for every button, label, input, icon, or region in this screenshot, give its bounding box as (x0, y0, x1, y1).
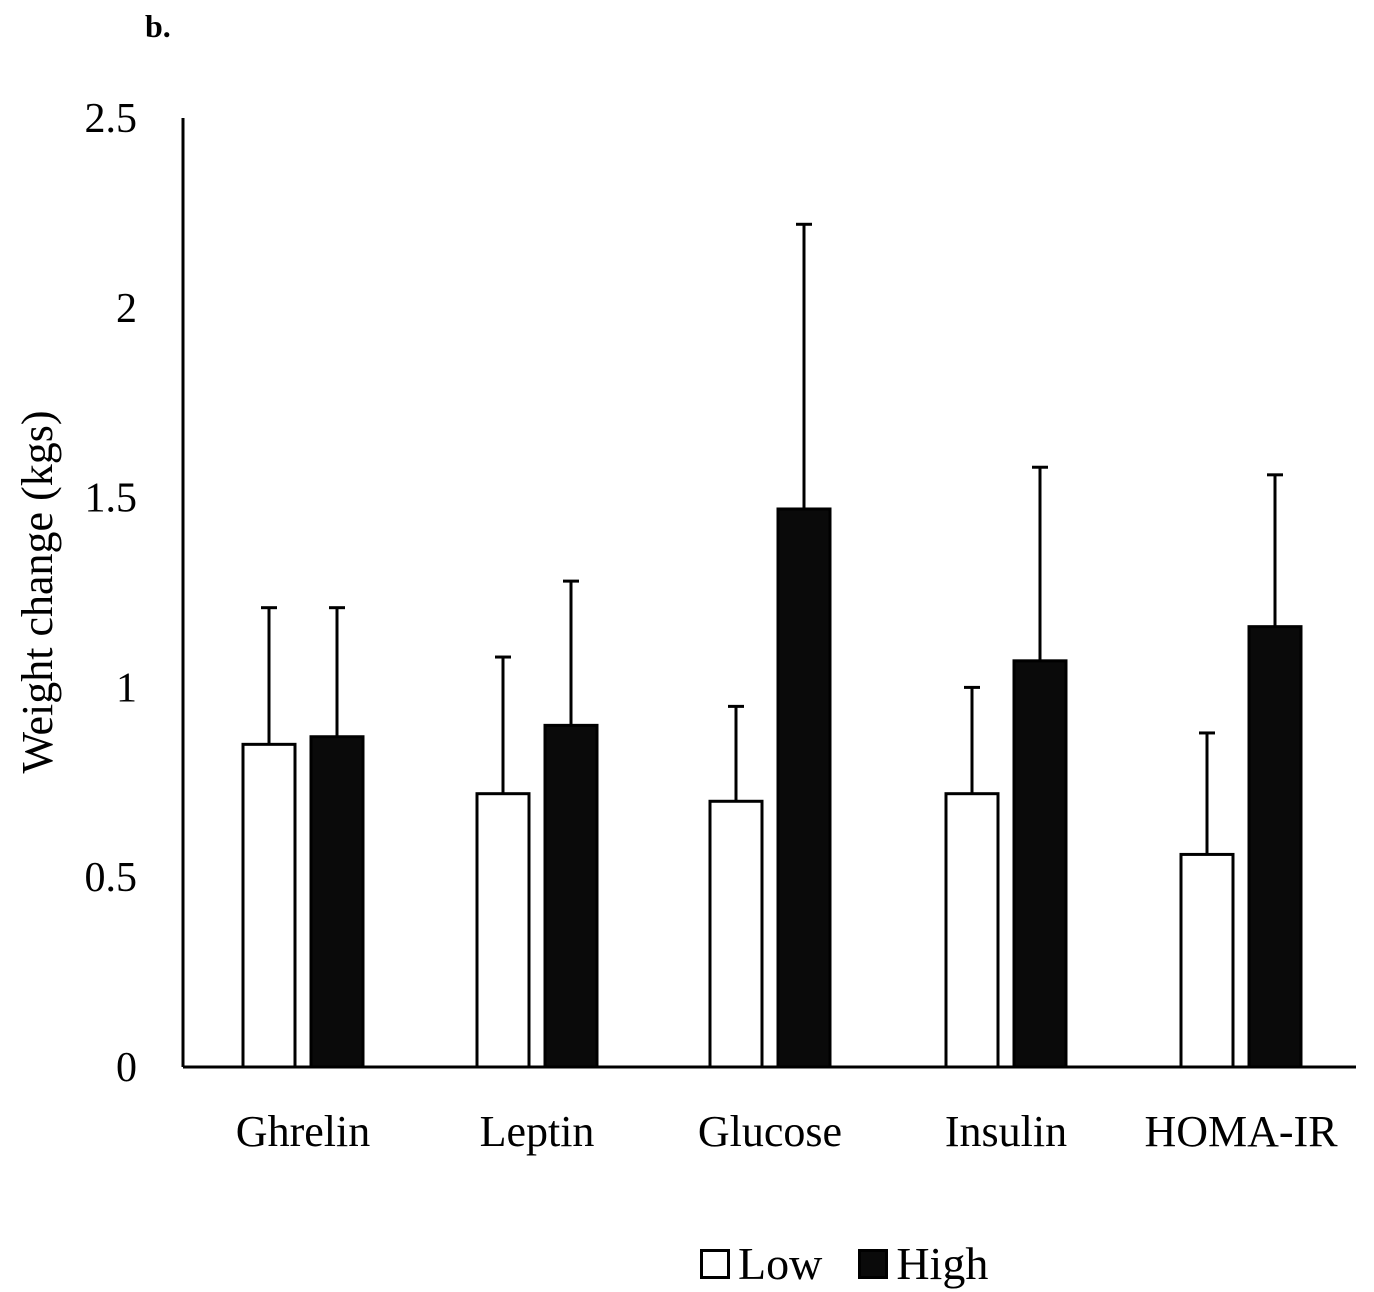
bar-high-glucose (776, 507, 832, 1069)
legend-item-high: High (858, 1237, 988, 1290)
category-label-leptin: Leptin (480, 1107, 595, 1156)
legend-label-high: High (896, 1238, 989, 1289)
panel-label: b. (145, 8, 171, 44)
bar-high-insulin (1012, 659, 1068, 1069)
category-label-homa-ir: HOMA-IR (1144, 1107, 1338, 1156)
y-tick-label: 1 (116, 665, 137, 711)
y-tick-labels: 0 0.5 1 1.5 2 2.5 (85, 96, 138, 1091)
bar-low-leptin (475, 792, 531, 1069)
error-bars-group (261, 222, 1283, 855)
legend-swatch-low (700, 1248, 730, 1279)
category-label-insulin: Insulin (945, 1107, 1067, 1156)
category-label-ghrelin: Ghrelin (236, 1107, 370, 1156)
y-tick-label: 1.5 (85, 476, 138, 522)
bar-high-ghrelin (309, 735, 365, 1069)
y-tick-label: 0.5 (85, 855, 138, 901)
legend-swatch-high (858, 1248, 889, 1279)
y-tick-label: 2 (116, 286, 137, 332)
bar-low-glucose (708, 799, 764, 1069)
legend-label-low: Low (738, 1238, 823, 1289)
y-tick-label: 0 (116, 1045, 137, 1091)
bar-low-insulin (944, 792, 1000, 1069)
y-axis-title-group: Weight change (kgs) (13, 411, 62, 774)
bar-high-homa-ir (1247, 625, 1303, 1069)
y-tick-label: 2.5 (85, 96, 138, 142)
axes-group (181, 118, 1356, 1069)
category-labels: Ghrelin Leptin Glucose Insulin HOMA-IR (236, 1107, 1338, 1156)
category-label-glucose: Glucose (698, 1107, 842, 1156)
legend: Low High (700, 1237, 1024, 1290)
legend-item-low: Low (700, 1237, 822, 1290)
bar-low-ghrelin (241, 742, 297, 1069)
bar-low-homa-ir (1179, 852, 1235, 1069)
bars-group (241, 507, 1303, 1069)
y-axis-label: Weight change (kgs) (13, 411, 62, 774)
bar-high-leptin (543, 723, 599, 1069)
